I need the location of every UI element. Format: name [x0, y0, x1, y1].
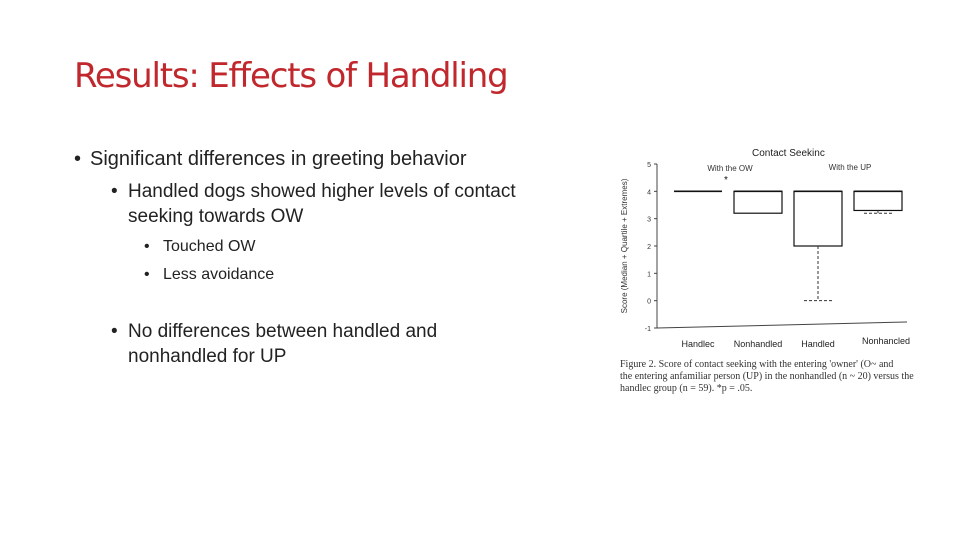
bullet-dot: •	[144, 238, 150, 255]
figure-caption: Figure 2. Score of contact seeking with …	[620, 359, 914, 395]
y-tick-label: 4	[647, 189, 651, 196]
box-plot-figure: Contact Seekinc Score (Median + Quartile …	[612, 140, 914, 405]
category-label: Handlec	[681, 339, 715, 349]
chart-title: Contact Seekinc	[752, 148, 825, 159]
bullet-level2: • Handled dogs showed higher levels of co…	[111, 181, 516, 202]
category-label: Handled	[801, 339, 835, 349]
bullet-level3: • Touched OW	[74, 233, 594, 261]
bullet-dot: •	[111, 181, 118, 202]
bullet-level1: • Significant differences in greeting beh…	[74, 148, 467, 170]
slide-title: Results: Effects of Handling	[74, 56, 509, 96]
caption-line: the entering anfamiliar person (UP) in t…	[620, 371, 914, 382]
caption-line: handlec group (n = 59). *p = .05.	[620, 383, 753, 394]
bullet-dot: •	[144, 266, 150, 283]
bullet-level2-continued: seeking towards OW	[128, 206, 304, 227]
caption-line: Figure 2. Score of contact seeking with …	[620, 359, 894, 370]
y-axis-label: Score (Median + Quartile + Extremes)	[620, 178, 629, 313]
group-label: With the OW	[707, 164, 753, 173]
y-tick-label: 1	[647, 271, 651, 278]
y-tick-label: 0	[647, 299, 651, 306]
box	[853, 190, 903, 212]
x-axis-line	[656, 321, 908, 329]
y-tick-label: 2	[647, 244, 651, 251]
bullet-list: • Significant differences in greeting beh…	[74, 148, 594, 369]
box	[733, 190, 783, 214]
bullet-dot: •	[74, 148, 82, 170]
category-label: Nonhandled	[734, 339, 783, 349]
bullet-level2: • No differences between handled and	[111, 321, 438, 342]
y-tick-label: 3	[647, 217, 651, 224]
y-tick-label: 5	[647, 162, 651, 169]
category-label: Nonhancled	[862, 336, 910, 346]
bullet-level3: • Less avoidance	[74, 261, 594, 289]
y-tick-label: -1	[645, 326, 651, 333]
bullet-dot: •	[111, 321, 118, 342]
group-label: With the UP	[829, 163, 872, 172]
significance-marker: *	[724, 175, 728, 186]
bullet-level2-continued: nonhandled for UP	[128, 346, 287, 367]
box-plot-chart: Contact Seekinc Score (Median + Quartile …	[620, 148, 910, 349]
box	[793, 190, 843, 247]
